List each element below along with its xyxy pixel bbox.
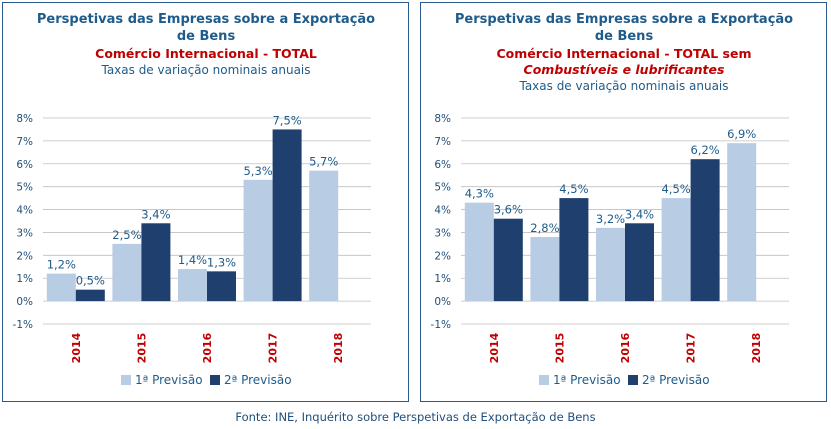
x-category-label: 2016 — [201, 332, 214, 363]
data-label: 3,2% — [596, 212, 625, 226]
bar-previsao1 — [727, 143, 757, 302]
data-label: 6,2% — [690, 143, 719, 157]
bar-previsao1 — [530, 237, 560, 302]
data-label: 3,4% — [625, 207, 654, 221]
chart-subtitle: Comércio Internacional - TOTAL — [95, 46, 317, 61]
y-tick-label: 5% — [434, 182, 451, 194]
bar-previsao1 — [464, 202, 494, 302]
x-category-label: 2018 — [332, 333, 345, 364]
y-tick-label: 2% — [16, 250, 33, 262]
chart-subtitle: Comércio Internacional - TOTAL sem — [497, 46, 752, 61]
chart-title-line2: de Bens — [595, 29, 654, 44]
legend-swatch-previsao2 — [210, 375, 220, 385]
bar-previsao1 — [243, 179, 273, 302]
data-label: 1,3% — [207, 255, 236, 269]
y-tick-label: 5% — [16, 182, 33, 194]
x-category-label: 2015 — [135, 333, 148, 364]
data-label: 7,5% — [272, 113, 301, 127]
data-label: 1,4% — [178, 253, 207, 267]
data-label: 5,3% — [243, 164, 272, 178]
y-tick-label: 1% — [434, 273, 451, 285]
legend-label: 2ª Previsão — [642, 373, 710, 387]
y-tick-label: -1% — [13, 319, 33, 331]
chart-note: Taxas de variação nominais anuais — [518, 79, 728, 93]
y-tick-label: 3% — [16, 227, 33, 239]
x-category-label: 2016 — [619, 332, 632, 363]
bar-previsao2 — [207, 271, 236, 302]
x-category-label: 2015 — [553, 333, 566, 364]
y-tick-label: 0% — [434, 296, 451, 308]
chart-note: Taxas de variação nominais anuais — [100, 63, 310, 77]
y-tick-label: 7% — [16, 136, 33, 148]
bar-previsao1 — [46, 273, 76, 302]
y-tick-label: 8% — [434, 113, 451, 125]
bar-previsao2 — [690, 159, 720, 302]
bar-previsao2 — [141, 223, 171, 302]
chart-total: Perspetivas das Empresas sobre a Exporta… — [13, 12, 376, 387]
y-tick-label: -1% — [431, 319, 451, 331]
source-note: Fonte: INE, Inquérito sobre Perspetivas … — [235, 410, 596, 424]
legend-swatch-previsao2 — [628, 375, 638, 385]
data-label: 2,5% — [112, 228, 141, 242]
data-label: 6,9% — [727, 127, 756, 141]
chart-sem-combustiveis: Perspetivas das Empresas sobre a Exporta… — [431, 12, 794, 387]
bar-previsao1 — [596, 227, 625, 302]
x-category-label: 2014 — [488, 332, 501, 363]
data-label: 5,7% — [309, 155, 338, 169]
chart-panel-total: Perspetivas das Empresas sobre a Exporta… — [2, 2, 409, 402]
bar-previsao1 — [661, 198, 691, 302]
chart-title-line2: de Bens — [177, 29, 236, 44]
y-tick-label: 6% — [16, 159, 33, 171]
x-category-label: 2017 — [685, 333, 698, 364]
chart-subtitle: Combustíveis e lubrificantes — [524, 62, 725, 77]
bar-previsao2 — [625, 223, 654, 302]
bar-previsao2 — [75, 289, 105, 302]
chart-panel-sem-combustiveis: Perspetivas das Empresas sobre a Exporta… — [420, 2, 827, 402]
y-tick-label: 0% — [16, 296, 33, 308]
chart-title-line1: Perspetivas das Empresas sobre a Exporta… — [37, 12, 375, 27]
x-category-label: 2014 — [70, 332, 83, 363]
data-label: 3,6% — [494, 203, 523, 217]
data-label: 3,4% — [141, 207, 170, 221]
y-tick-label: 1% — [16, 273, 33, 285]
data-label: 4,5% — [559, 182, 588, 196]
y-tick-label: 8% — [16, 113, 33, 125]
x-category-label: 2018 — [750, 333, 763, 364]
y-tick-label: 4% — [434, 205, 451, 217]
data-label: 0,5% — [76, 274, 105, 288]
data-label: 4,3% — [465, 187, 494, 201]
legend-label: 2ª Previsão — [224, 373, 292, 387]
y-tick-label: 7% — [434, 136, 451, 148]
legend-swatch-previsao1 — [121, 375, 131, 385]
bar-previsao2 — [559, 198, 589, 302]
y-tick-label: 4% — [16, 205, 33, 217]
bar-previsao2 — [272, 129, 302, 302]
data-label: 2,8% — [530, 221, 559, 235]
y-tick-label: 2% — [434, 250, 451, 262]
bar-previsao1 — [309, 170, 339, 302]
y-tick-label: 3% — [434, 227, 451, 239]
legend-label: 1ª Previsão — [553, 373, 621, 387]
y-tick-label: 6% — [434, 159, 451, 171]
data-label: 1,2% — [47, 258, 76, 272]
legend-swatch-previsao1 — [539, 375, 549, 385]
bar-previsao1 — [112, 243, 142, 302]
legend-label: 1ª Previsão — [135, 373, 203, 387]
chart-title-line1: Perspetivas das Empresas sobre a Exporta… — [455, 12, 793, 27]
bar-previsao1 — [178, 269, 207, 302]
x-category-label: 2017 — [267, 333, 280, 364]
data-label: 4,5% — [661, 182, 690, 196]
bar-previsao2 — [493, 218, 523, 302]
